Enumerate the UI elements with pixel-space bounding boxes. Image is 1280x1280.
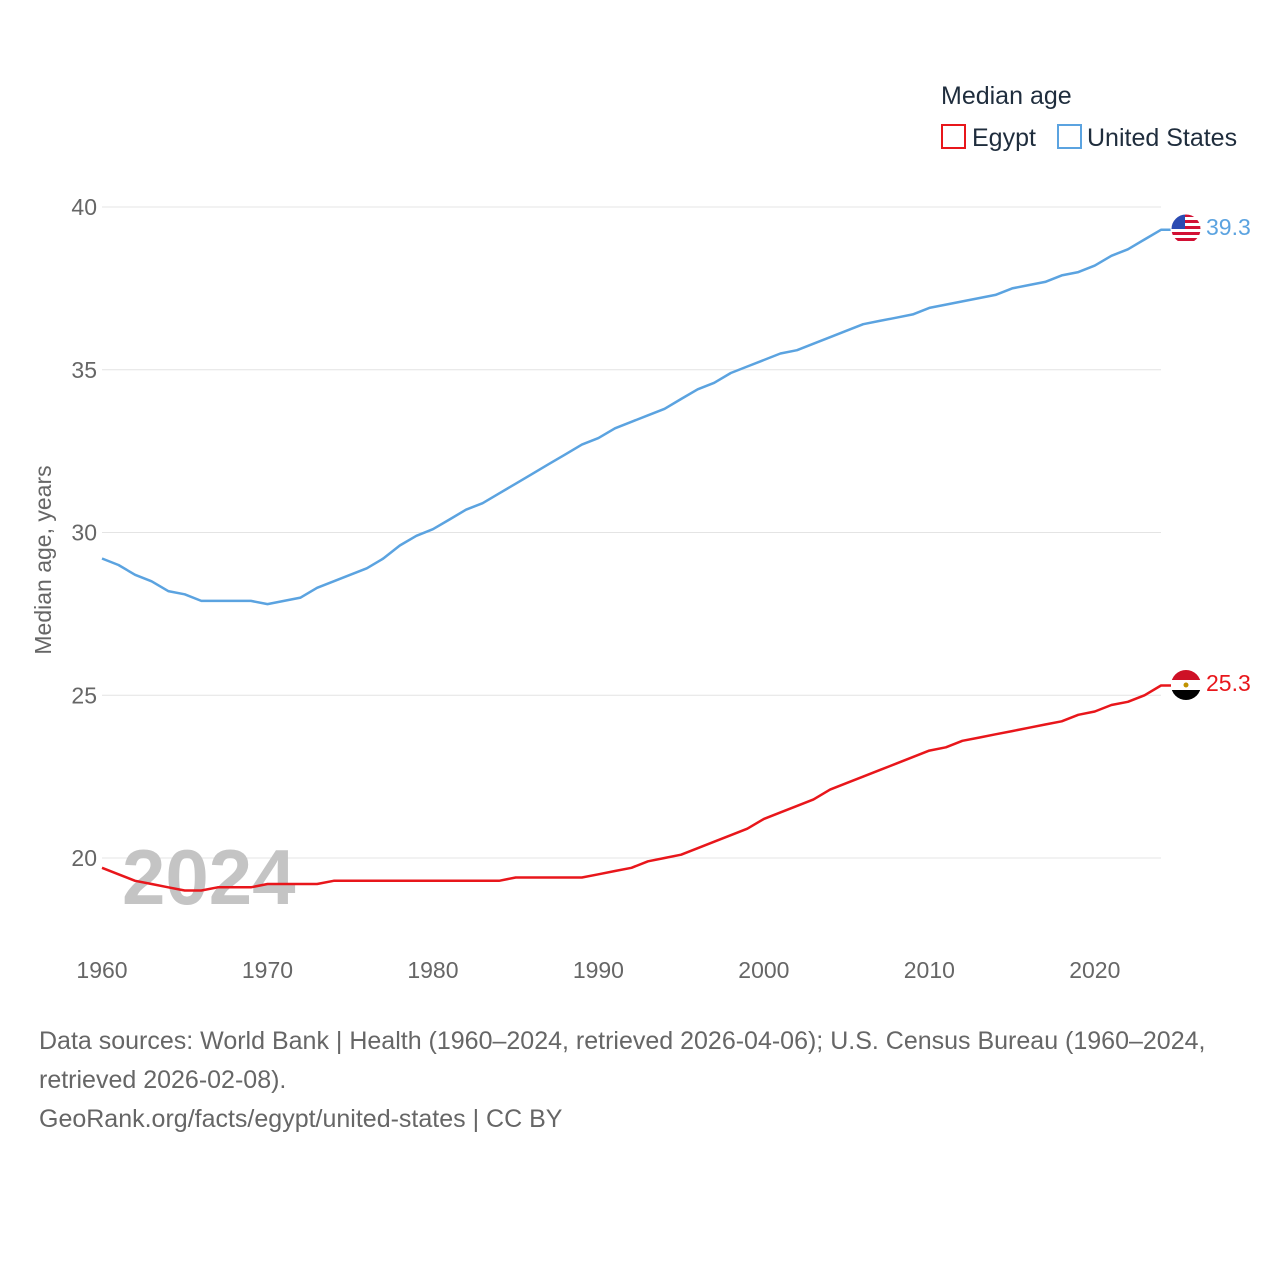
series-line-united-states[interactable] [101,228,1171,606]
x-axis-ticks: 1960 1970 1980 1990 2000 2010 2020 [76,957,1120,983]
y-tick-label: 40 [71,194,97,220]
legend-title: Median age [941,82,1072,110]
legend-label-united-states[interactable]: United States [1087,124,1237,152]
y-tick-label: 35 [71,357,97,383]
source-link[interactable]: GeoRank.org/facts/egypt/united-states | … [39,1105,563,1133]
series-line-egypt[interactable] [101,684,1171,892]
data-sources: Data sources: World Bank | Health (1960–… [39,1027,1206,1094]
x-tick-label: 2010 [904,957,955,983]
gridlines [102,206,1161,859]
footer: Data sources: World Bank | Health (1960–… [39,1022,1249,1139]
legend-label-egypt[interactable]: Egypt [972,124,1036,152]
line-chart: Median age Egypt United States 20 25 30 35 4… [30,82,1251,983]
x-tick-label: 1960 [76,957,127,983]
x-tick-label: 1990 [573,957,624,983]
x-tick-label: 1970 [242,957,293,983]
end-label-united-states: 39.3 [1206,214,1251,240]
y-axis-ticks: 20 25 30 35 40 [71,194,97,871]
end-label-egypt: 25.3 [1206,670,1251,696]
egypt-flag-icon [1171,670,1201,700]
y-tick-label: 30 [71,520,97,546]
year-watermark: 2024 [122,833,296,921]
legend[interactable]: Median age Egypt United States [941,82,1237,152]
x-tick-label: 2000 [738,957,789,983]
legend-swatch-united-states[interactable] [1057,124,1082,149]
x-tick-label: 1980 [407,957,458,983]
y-axis-label: Median age, years [30,465,56,654]
legend-swatch-egypt[interactable] [941,124,966,149]
usa-flag-border [1170,213,1202,245]
series-lines [101,228,1171,892]
y-tick-label: 20 [71,845,97,871]
y-tick-label: 25 [71,682,97,708]
x-tick-label: 2020 [1069,957,1120,983]
